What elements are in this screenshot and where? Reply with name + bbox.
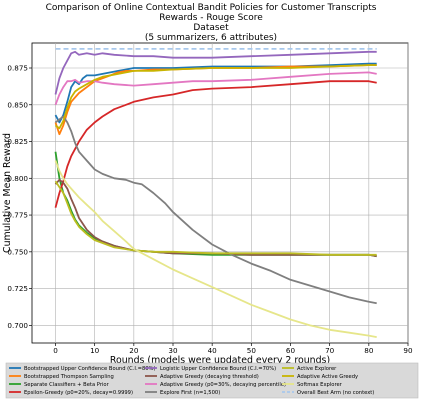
x-tick-label: 40 bbox=[208, 346, 218, 355]
series-line bbox=[54, 180, 377, 256]
y-tick-label: 0.775 bbox=[7, 211, 28, 220]
chart-title-line: Comparison of Online Contextual Bandit P… bbox=[46, 3, 377, 13]
y-tick-label: 0.875 bbox=[7, 64, 28, 73]
legend-label: Separate Classifiers + Beta Prior bbox=[24, 382, 110, 388]
chart-title-line: (5 summarizers, 6 attributes) bbox=[145, 33, 277, 43]
series-line bbox=[54, 178, 377, 258]
y-axis-label: Cumulative Mean Reward bbox=[2, 133, 13, 253]
chart-title-line: Dataset bbox=[193, 23, 229, 33]
chart-title-line: Rewards - Rouge Score bbox=[159, 13, 263, 23]
x-tick-label: 30 bbox=[168, 346, 178, 355]
y-tick-label: 0.750 bbox=[7, 247, 28, 256]
y-tick-label: 0.700 bbox=[7, 321, 28, 330]
x-tick-label: 50 bbox=[247, 346, 257, 355]
series-line bbox=[54, 71, 377, 106]
legend-label: Adaptive Greedy (decaying threshold) bbox=[160, 374, 259, 380]
y-tick-label: 0.725 bbox=[7, 284, 28, 293]
y-tick-label: 0.825 bbox=[7, 137, 28, 146]
legend-label: Overall Best Arm (no context) bbox=[297, 390, 374, 396]
x-axis-ticks: 0 10 20 30 40 50 60 70 80 90 bbox=[53, 343, 413, 355]
x-tick-label: 0 bbox=[53, 346, 58, 355]
legend-label: Epsilon-Greedy (p0=20%, decay=0.9999) bbox=[24, 390, 133, 396]
series-line bbox=[54, 80, 377, 208]
legend-label: Adaptive Active Greedy bbox=[297, 374, 358, 380]
series-line bbox=[54, 50, 377, 95]
legend-label: Bootstrapped Thompson Sampling bbox=[24, 374, 114, 380]
x-tick-label: 90 bbox=[403, 346, 413, 355]
chart-title: Comparison of Online Contextual Bandit P… bbox=[46, 3, 377, 43]
legend-label: Softmax Explorer bbox=[297, 382, 343, 388]
legend-label: Active Explorer bbox=[297, 366, 337, 372]
legend-label: Logistic Upper Confidence Bound (C.I.=70… bbox=[160, 366, 276, 372]
series-line bbox=[54, 64, 377, 130]
y-tick-label: 0.800 bbox=[7, 174, 28, 183]
x-tick-label: 80 bbox=[364, 346, 374, 355]
legend-label: Adaptive Greedy (p0=30%, decaying percen… bbox=[160, 382, 286, 388]
series-line bbox=[54, 115, 377, 305]
legend-box bbox=[5, 362, 419, 399]
x-tick-label: 20 bbox=[129, 346, 139, 355]
y-axis-ticks: 0.700 0.725 0.750 0.775 0.800 0.825 0.850 0.875 bbox=[7, 64, 32, 330]
series-line bbox=[54, 62, 377, 124]
x-tick-label: 60 bbox=[286, 346, 296, 355]
series-line bbox=[54, 160, 377, 338]
x-tick-label: 70 bbox=[325, 346, 335, 355]
x-tick-label: 10 bbox=[90, 346, 100, 355]
legend-label: Explore First (n=1,500) bbox=[160, 390, 220, 396]
legend-label: Bootstrapped Upper Confidence Bound (C.I… bbox=[24, 366, 156, 372]
y-tick-label: 0.850 bbox=[7, 100, 28, 109]
legend: Bootstrapped Upper Confidence Bound (C.I… bbox=[5, 362, 419, 399]
series-group bbox=[54, 48, 377, 338]
x-axis-label: Rounds (models were updated every 2 roun… bbox=[110, 355, 330, 366]
